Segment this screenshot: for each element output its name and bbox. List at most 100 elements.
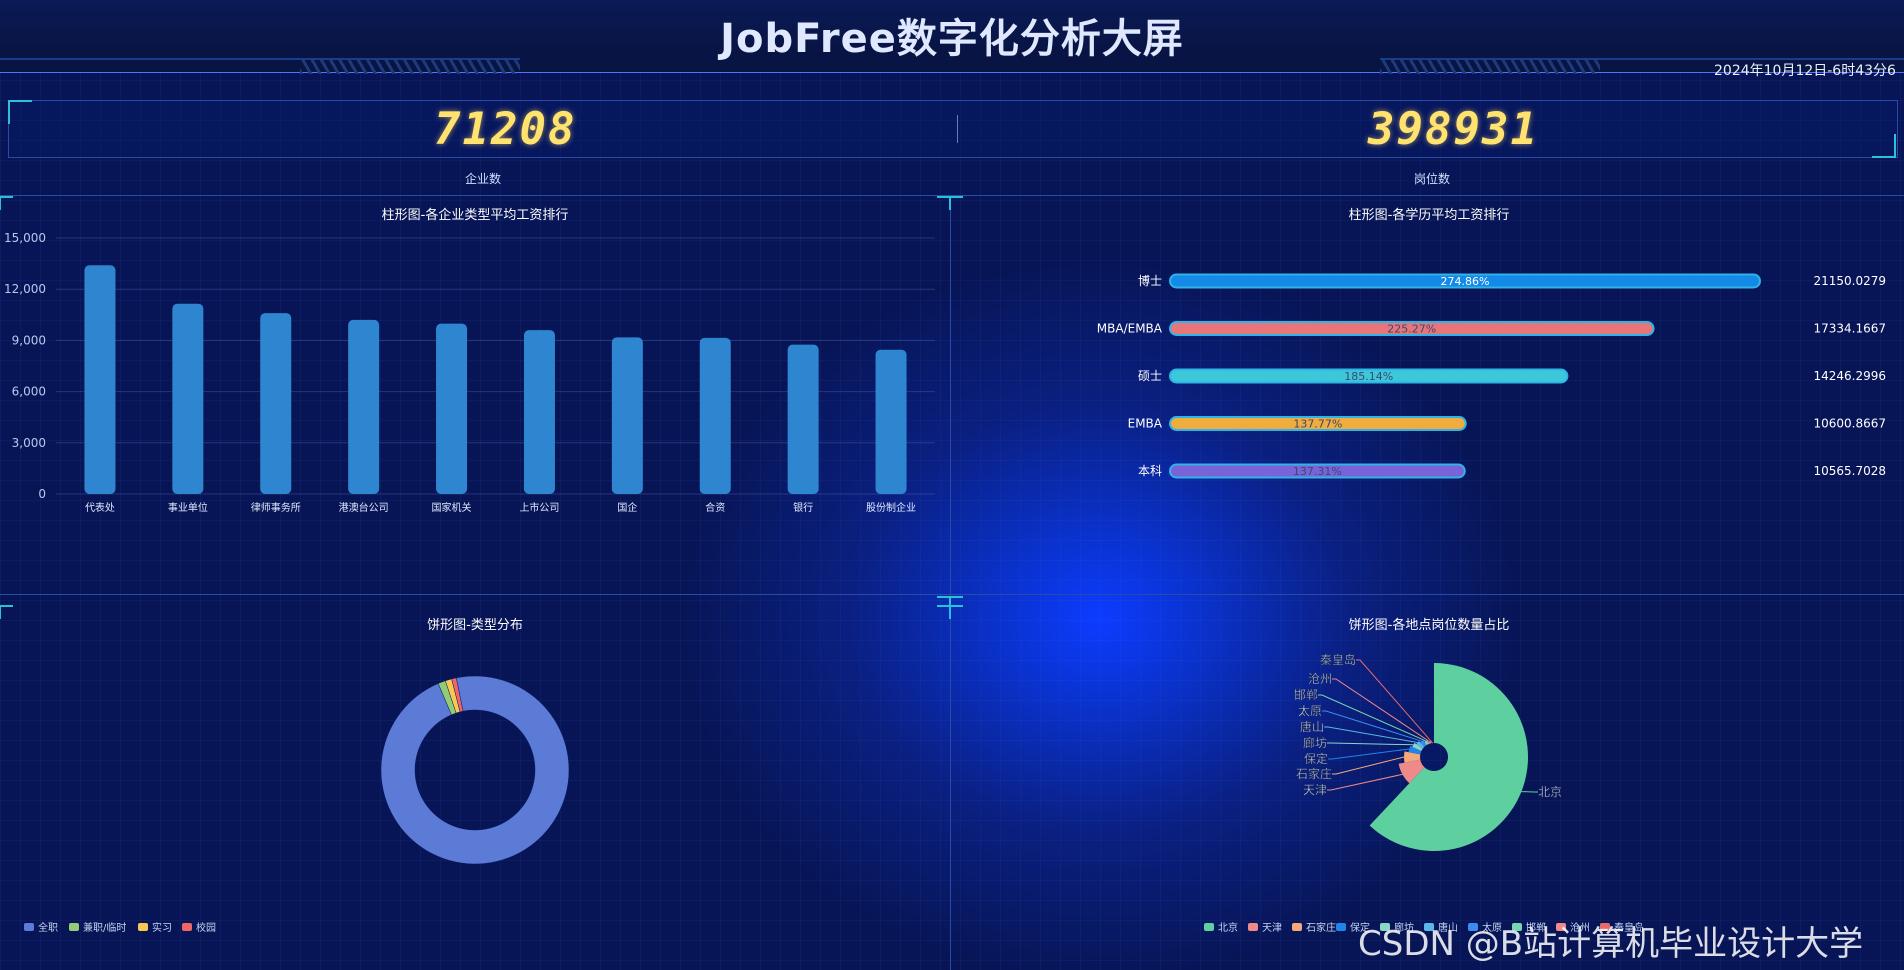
- x-tick-label: 国企: [617, 501, 637, 514]
- legend-label: 太原: [1482, 923, 1502, 934]
- pie-slice: [1416, 740, 1425, 749]
- company-count-label: 企业数: [465, 172, 502, 186]
- legend-swatch: [1336, 922, 1346, 931]
- label-line: [1332, 678, 1430, 743]
- legend-label: 兼职/临时: [83, 923, 127, 934]
- bar: [348, 319, 380, 494]
- slice-label: 沧州: [1308, 671, 1332, 686]
- legend-label: 全职: [38, 923, 58, 934]
- legend-swatch: [1512, 922, 1522, 931]
- legend-item[interactable]: 北京: [1204, 919, 1238, 934]
- datetime-display: 2024年10月12日-6时43分6: [1714, 63, 1896, 79]
- legend-item[interactable]: 石家庄: [1292, 919, 1336, 934]
- bar: [1169, 463, 1466, 479]
- legend-item[interactable]: 校园: [182, 919, 216, 934]
- category-label: EMBA: [1128, 417, 1163, 431]
- kpi-container: [8, 100, 1898, 158]
- kpi-divider: [957, 115, 958, 143]
- legend-item[interactable]: 唐山: [1424, 919, 1458, 934]
- label-line: [1327, 773, 1403, 791]
- type-donut-chart: [380, 675, 570, 865]
- job-count-label: 岗位数: [1414, 172, 1451, 186]
- pie-slice: [1420, 740, 1427, 747]
- legend-swatch: [24, 922, 34, 931]
- legend-item[interactable]: 太原: [1468, 919, 1502, 934]
- panel-divider-top: [0, 195, 1904, 196]
- label-line: [1356, 659, 1434, 744]
- legend-swatch: [1292, 922, 1302, 931]
- y-tick-label: 0: [38, 487, 46, 501]
- x-tick-label: 银行: [793, 501, 813, 514]
- legend-swatch: [69, 922, 79, 931]
- header-stripe-left: [300, 60, 520, 74]
- percent-label: 185.14%: [1344, 370, 1393, 383]
- type-pie-title: 饼形图-类型分布: [427, 618, 523, 633]
- legend-item[interactable]: 实习: [138, 919, 172, 934]
- legend-item[interactable]: 兼职/临时: [69, 919, 126, 934]
- slice-label: 唐山: [1300, 719, 1324, 734]
- legend-label: 沧州: [1570, 923, 1590, 934]
- value-label: 21150.0279: [1813, 274, 1886, 288]
- bar: [699, 337, 731, 494]
- category-label: 博士: [1138, 273, 1162, 288]
- bar: [84, 265, 116, 494]
- edu-salary-title: 柱形图-各学历平均工资排行: [1348, 208, 1510, 223]
- category-label: 硕士: [1138, 369, 1162, 383]
- legend-swatch: [138, 922, 148, 931]
- bar: [1169, 273, 1761, 289]
- panel-divider-middle: [0, 594, 1904, 595]
- bar: [1169, 416, 1467, 431]
- legend-label: 北京: [1218, 923, 1238, 934]
- pie-slice: [1408, 745, 1422, 755]
- slice-label: 天津: [1303, 783, 1327, 797]
- kpi-corner-br: [1872, 134, 1896, 158]
- bar: [172, 303, 204, 494]
- value-label: 10600.8667: [1813, 417, 1886, 431]
- legend-label: 保定: [1350, 923, 1370, 934]
- slice-label: 邯郸: [1294, 687, 1318, 702]
- legend-label: 石家庄: [1306, 923, 1336, 934]
- bar: [523, 330, 555, 494]
- legend-item[interactable]: 保定: [1336, 919, 1370, 934]
- y-tick-label: 9,000: [12, 333, 46, 347]
- x-tick-label: 国家机关: [432, 501, 472, 514]
- bar: [611, 337, 643, 494]
- x-tick-label: 合资: [705, 501, 725, 514]
- header-line-right: [1380, 58, 1904, 60]
- value-label: 17334.1667: [1813, 322, 1886, 336]
- legend-swatch: [1380, 922, 1390, 931]
- legend-swatch: [1556, 922, 1566, 931]
- legend-label: 实习: [152, 923, 172, 934]
- pie-slice: [1412, 742, 1423, 752]
- legend-item[interactable]: 全职: [24, 919, 58, 934]
- legend-item[interactable]: 沧州: [1556, 919, 1590, 934]
- header-line-left: [0, 58, 520, 60]
- location-pie-title: 饼形图-各地点岗位数量占比: [1348, 618, 1510, 633]
- company-salary-title: 柱形图-各企业类型平均工资排行: [381, 208, 569, 223]
- slice-label: 北京: [1538, 785, 1562, 799]
- label-line: [1332, 756, 1405, 775]
- y-tick-label: 6,000: [12, 385, 46, 399]
- edu-salary-bar-chart: 博士 274.86% 21150.0279 MBA/EMBA 225.27% 17334.…: [1097, 273, 1886, 479]
- legend-label: 廊坊: [1394, 923, 1414, 934]
- bar: [260, 313, 292, 494]
- legend-label: 邯郸: [1526, 923, 1546, 934]
- watermark-text: CSDN @B站计算机毕业设计大学: [1358, 924, 1864, 964]
- legend-item[interactable]: 廊坊: [1380, 919, 1414, 934]
- legend-item[interactable]: 邯郸: [1512, 919, 1546, 934]
- legend-item[interactable]: 天津: [1248, 919, 1282, 934]
- corner-marker: [937, 596, 963, 610]
- x-tick-label: 港澳台公司: [339, 501, 389, 514]
- percent-label: 225.27%: [1387, 323, 1436, 336]
- x-tick-label: 律师事务所: [251, 501, 301, 514]
- job-count-value: 398931: [1368, 104, 1539, 155]
- header-stripe-right: [1380, 60, 1600, 74]
- bar: [787, 344, 819, 494]
- legend-item[interactable]: 秦皇岛: [1600, 919, 1644, 934]
- legend-swatch: [1204, 922, 1214, 931]
- slice-label: 秦皇岛: [1320, 652, 1356, 667]
- slice-label: 太原: [1298, 703, 1322, 718]
- company-count-value: 71208: [434, 104, 577, 155]
- value-label: 14246.2996: [1813, 369, 1886, 383]
